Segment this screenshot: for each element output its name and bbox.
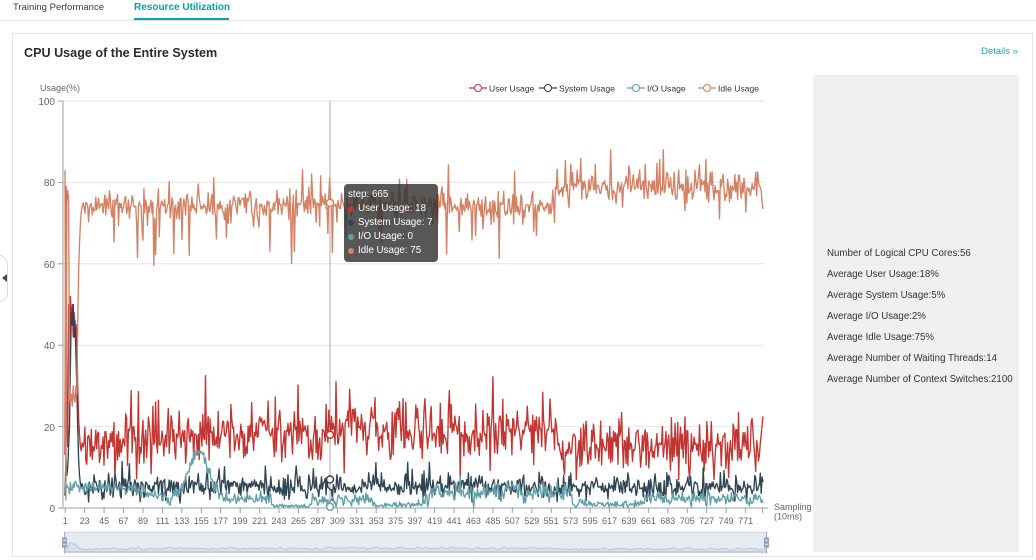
- svg-text:463: 463: [466, 516, 481, 526]
- svg-text:485: 485: [485, 516, 500, 526]
- svg-text:Sampling: Sampling: [774, 502, 812, 512]
- svg-text:67: 67: [118, 516, 128, 526]
- svg-text:45: 45: [99, 516, 109, 526]
- svg-text:(10ms): (10ms): [774, 512, 802, 522]
- svg-text:309: 309: [330, 516, 345, 526]
- svg-text:529: 529: [524, 516, 539, 526]
- svg-text:419: 419: [427, 516, 442, 526]
- svg-text:507: 507: [505, 516, 520, 526]
- svg-text:199: 199: [233, 516, 248, 526]
- svg-text:80: 80: [44, 178, 56, 189]
- svg-text:749: 749: [719, 516, 734, 526]
- svg-text:133: 133: [174, 516, 189, 526]
- svg-text:20: 20: [44, 423, 56, 434]
- svg-text:60: 60: [44, 260, 56, 271]
- svg-text:89: 89: [138, 516, 148, 526]
- svg-text:727: 727: [699, 516, 714, 526]
- svg-text:353: 353: [369, 516, 384, 526]
- svg-text:683: 683: [660, 516, 675, 526]
- svg-text:40: 40: [44, 341, 56, 352]
- svg-text:331: 331: [349, 516, 364, 526]
- svg-text:User Usage: User Usage: [489, 84, 535, 94]
- svg-text:287: 287: [310, 516, 325, 526]
- svg-text:111: 111: [156, 516, 170, 526]
- svg-text:551: 551: [544, 516, 559, 526]
- svg-text:221: 221: [252, 516, 267, 526]
- svg-text:Idle Usage: Idle Usage: [718, 84, 759, 94]
- svg-text:265: 265: [291, 516, 306, 526]
- svg-text:155: 155: [194, 516, 209, 526]
- svg-text:0: 0: [49, 504, 55, 515]
- svg-text:771: 771: [738, 516, 753, 526]
- svg-text:705: 705: [680, 516, 695, 526]
- svg-text:441: 441: [446, 516, 461, 526]
- svg-text:23: 23: [80, 516, 90, 526]
- svg-text:100: 100: [38, 97, 55, 108]
- svg-text:661: 661: [641, 516, 656, 526]
- svg-text:573: 573: [563, 516, 578, 526]
- svg-text:639: 639: [621, 516, 636, 526]
- svg-text:System Usage: System Usage: [559, 84, 615, 94]
- svg-text:177: 177: [213, 516, 228, 526]
- svg-text:375: 375: [388, 516, 403, 526]
- svg-text:243: 243: [271, 516, 286, 526]
- svg-text:Usage(%): Usage(%): [40, 83, 80, 93]
- svg-text:397: 397: [408, 516, 423, 526]
- svg-text:1: 1: [63, 516, 68, 526]
- svg-text:I/O Usage: I/O Usage: [647, 84, 686, 94]
- svg-text:617: 617: [602, 516, 617, 526]
- svg-text:595: 595: [583, 516, 598, 526]
